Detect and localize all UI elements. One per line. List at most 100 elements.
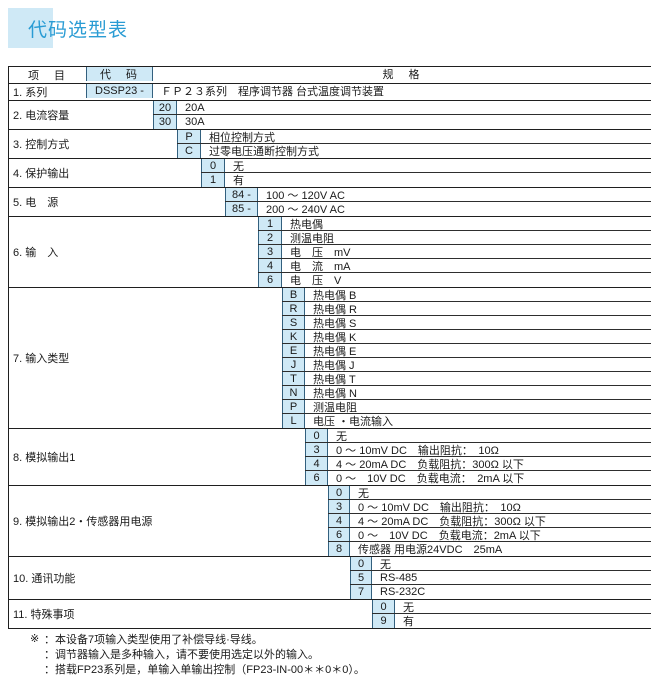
options-column: B 热电偶 B R 热电偶 R S 热电偶 S K 热电偶 K E 热电偶 E J 热电偶 J T 热电偶… — [282, 288, 651, 428]
options-column: P 相位控制方式 C 过零电压通断控制方式 — [177, 130, 651, 158]
code-cell: P — [282, 400, 305, 413]
spec-cell: 0 ～ 10V DC 负载电流： 2mA 以下 — [336, 473, 525, 485]
option-row: 2 测温电阻 — [258, 231, 651, 245]
spec-cell: 热电偶 J — [313, 359, 355, 372]
footnote-text: ：搭载FP23系列是，单输入单输出控制（FP23-IN-00＊＊0＊0）。 — [44, 663, 365, 676]
code-cell: 30 — [153, 115, 177, 129]
spec-cell: 热电偶 N — [313, 387, 357, 400]
option-row: 1 热电偶 — [258, 217, 651, 231]
item-label: 11. 特殊事项 — [13, 609, 75, 621]
option-row: J 热电偶 J — [282, 358, 651, 372]
options-column: 0 无 5 RS-485 7 RS-232C — [350, 557, 651, 599]
spec-cell: RS-232C — [380, 586, 426, 598]
option-row: B 热电偶 B — [282, 288, 651, 302]
option-row: S 热电偶 S — [282, 316, 651, 330]
option-row: 6 0 ～ 10V DC 负载电流：2mA 以下 — [328, 528, 651, 542]
footnote-text: ：调节器输入是多种输入，请不要使用选定以外的输入。 — [44, 648, 319, 661]
item-group-2: 2. 电流容量 20 20A 30 30A — [9, 100, 651, 129]
spec-cell: 无 — [403, 601, 414, 614]
code-cell: R — [282, 302, 305, 315]
code-cell: 85 - — [225, 202, 258, 216]
options-column: 84 - 100 ～ 120V AC 85 - 200 ～ 240V AC — [225, 188, 651, 216]
item-group-8: 8. 模拟输出1 0 无 3 0 ～ 10mV DC 输出阻抗： 10Ω 4 4 ～ 20m… — [9, 428, 651, 485]
spec-cell: 热电偶 K — [313, 331, 357, 344]
spec-cell: 无 — [358, 487, 369, 500]
code-cell: N — [282, 386, 305, 399]
spec-cell: 过零电压通断控制方式 — [209, 146, 319, 158]
spec-cell: 有 — [403, 616, 414, 628]
option-row: P 相位控制方式 — [177, 130, 651, 144]
spec-cell: 电压 ・电流输入 — [313, 416, 394, 428]
spec-cell: RS-485 — [380, 571, 418, 584]
spec-cell: 100 ～ 120V AC — [266, 189, 345, 202]
item-label: 8. 模拟输出1 — [13, 452, 76, 464]
code-cell: J — [282, 358, 305, 371]
options-column: DSSP23 - ＦＰ２３系列 程序调节器 台式温度调节装置 — [86, 84, 651, 100]
spec-cell: 30A — [185, 116, 205, 128]
code-cell: E — [282, 344, 305, 357]
item-group-10: 10. 通讯功能 0 无 5 RS-485 7 RS-232C — [9, 556, 651, 599]
code-cell: 84 - — [225, 188, 258, 201]
spec-cell: 4 ～ 20mA DC 负载阻抗：300Ω 以下 — [358, 515, 546, 528]
spec-cell: 0 ～ 10mV DC 输出阻抗： 10Ω — [358, 501, 521, 514]
spec-cell: 无 — [336, 430, 347, 443]
header-spec-cell: 规 格 — [382, 69, 422, 81]
code-cell: 4 — [328, 514, 350, 527]
table-header-row: 项 目 代 码规 格 — [9, 66, 651, 83]
code-cell: 0 — [350, 557, 372, 570]
item-label: 7. 输入类型 — [13, 353, 70, 365]
header-item-cell: 项 目 — [28, 70, 67, 82]
options-column: 20 20A 30 30A — [153, 101, 651, 129]
option-row: L 电压 ・电流输入 — [282, 414, 651, 428]
code-cell: S — [282, 316, 305, 329]
code-cell: 2 — [258, 231, 282, 244]
spec-cell: 电 压 V — [290, 275, 342, 287]
code-cell: 1 — [201, 173, 225, 187]
option-row: 4 电 流 mA — [258, 259, 651, 273]
header-row: 代 码规 格 — [86, 67, 651, 81]
code-cell: 6 — [328, 528, 350, 541]
code-cell: 3 — [328, 500, 350, 513]
code-cell: B — [282, 288, 305, 301]
option-row: DSSP23 - ＦＰ２３系列 程序调节器 台式温度调节装置 — [86, 84, 651, 98]
item-group-5: 5. 电 源 84 - 100 ～ 120V AC 85 - 200 ～ 240V AC — [9, 187, 651, 216]
code-cell: 3 — [258, 245, 282, 258]
footnote-line: ：搭载FP23系列是，单输入单输出控制（FP23-IN-00＊＊0＊0）。 — [30, 661, 365, 676]
code-cell: 7 — [350, 585, 372, 599]
spec-cell: 4 ～ 20mA DC 负载阻抗：300Ω 以下 — [336, 458, 524, 471]
code-cell: 9 — [372, 614, 395, 628]
option-row: 3 0 ～ 10mV DC 输出阻抗： 10Ω — [328, 500, 651, 514]
spec-cell: 热电偶 R — [313, 303, 357, 316]
option-row: E 热电偶 E — [282, 344, 651, 358]
code-cell: 5 — [350, 571, 372, 584]
option-row: R 热电偶 R — [282, 302, 651, 316]
spec-cell: 热电偶 S — [313, 317, 357, 330]
spec-cell: 测温电阻 — [290, 232, 334, 245]
title-accent-block — [8, 8, 53, 48]
spec-cell: 有 — [233, 175, 244, 187]
item-group-7: 7. 输入类型 B 热电偶 B R 热电偶 R S 热电偶 S K 热电偶 K E 热电偶 E J 热电… — [9, 287, 651, 428]
item-group-9: 9. 模拟输出2・传感器用电源 0 无 3 0 ～ 10mV DC 输出阻抗： 10Ω 4… — [9, 485, 651, 556]
item-label: 9. 模拟输出2・传感器用电源 — [13, 516, 153, 528]
item-group-3: 3. 控制方式 P 相位控制方式 C 过零电压通断控制方式 — [9, 129, 651, 158]
item-label: 2. 电流容量 — [13, 110, 70, 122]
spec-cell: 测温电阻 — [313, 401, 357, 414]
item-label: 10. 通讯功能 — [13, 573, 76, 585]
spec-cell: 热电偶 B — [313, 289, 357, 302]
option-row: 3 0 ～ 10mV DC 输出阻抗： 10Ω — [305, 443, 651, 457]
option-row: 7 RS-232C — [350, 585, 651, 599]
footnote-marker: ※ — [30, 633, 40, 645]
code-cell: C — [177, 144, 201, 158]
option-row: 85 - 200 ～ 240V AC — [225, 202, 651, 216]
option-row: T 热电偶 T — [282, 372, 651, 386]
code-cell: L — [282, 414, 305, 428]
item-group-1: 1. 系列 DSSP23 - ＦＰ２３系列 程序调节器 台式温度调节装置 — [9, 83, 651, 100]
item-label: 5. 电 源 — [13, 197, 59, 209]
